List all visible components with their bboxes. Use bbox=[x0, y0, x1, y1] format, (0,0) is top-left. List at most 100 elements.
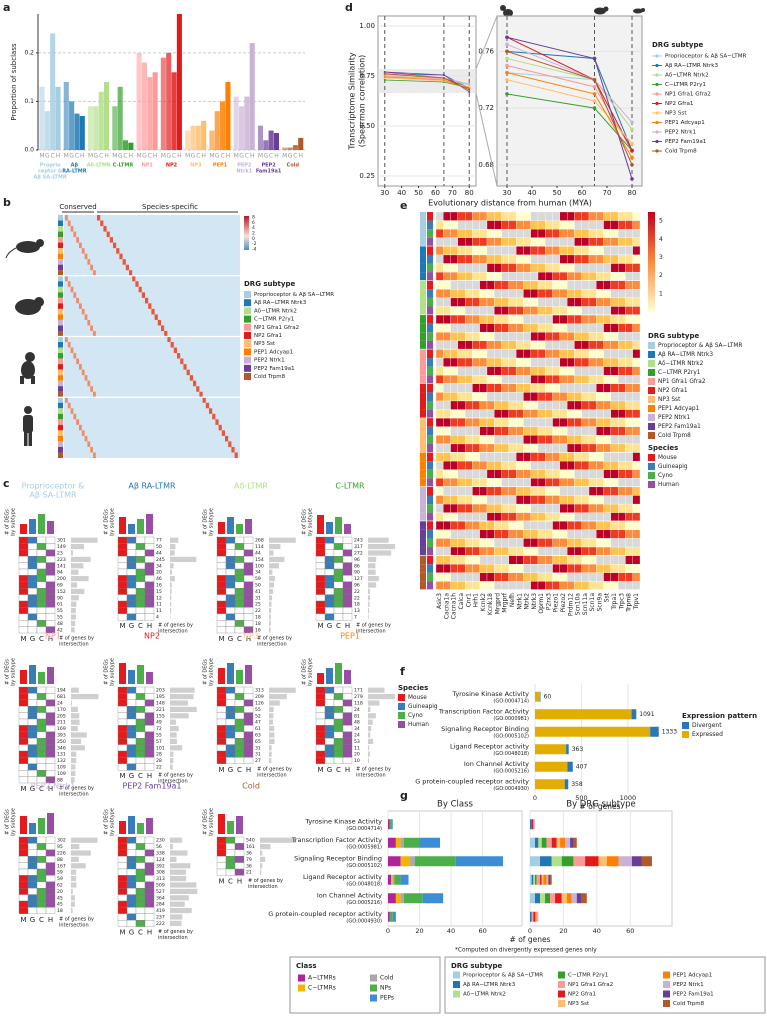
heatmap-cell bbox=[588, 383, 597, 393]
matrix-cell bbox=[225, 536, 236, 544]
matrix-cell bbox=[27, 600, 38, 608]
x-axis-title: intersection bbox=[158, 935, 188, 941]
heatmap-cell bbox=[545, 229, 553, 238]
heatmap-cell bbox=[443, 538, 451, 548]
count-label: 95 bbox=[57, 844, 63, 850]
count-label: 50 bbox=[255, 583, 261, 589]
matrix-cell bbox=[333, 686, 344, 694]
matrix-cell bbox=[144, 900, 155, 908]
bar bbox=[93, 106, 99, 150]
heatmap-cell bbox=[479, 383, 488, 393]
row-annotation bbox=[58, 369, 63, 376]
matrix-cell bbox=[36, 600, 47, 608]
heatmap-cell bbox=[450, 460, 459, 470]
x-tick-label: H bbox=[104, 153, 109, 160]
heatmap-cell bbox=[457, 564, 466, 573]
matrix-cell bbox=[234, 575, 245, 582]
heatmap-cell bbox=[581, 400, 590, 410]
matrix-cell bbox=[342, 613, 353, 621]
heatmap-cell bbox=[464, 521, 473, 531]
legend-swatch bbox=[370, 974, 377, 982]
bar bbox=[128, 142, 134, 150]
count-label: 681 bbox=[57, 694, 66, 700]
heatmap-cell bbox=[435, 332, 444, 342]
x-tick-label: M bbox=[119, 622, 125, 630]
row-annotation bbox=[427, 237, 433, 247]
heatmap-cell bbox=[523, 478, 531, 488]
scale-label: 4 bbox=[252, 225, 255, 231]
row-annotation bbox=[58, 380, 63, 387]
heatmap-cell bbox=[501, 400, 510, 410]
matrix-cell bbox=[36, 875, 47, 882]
bar bbox=[74, 113, 80, 150]
bar bbox=[220, 101, 226, 150]
heatmap-cell bbox=[486, 280, 495, 290]
count-bar bbox=[170, 544, 176, 550]
y-tick-label: 0.76 bbox=[478, 47, 494, 55]
heatmap-cell bbox=[515, 503, 524, 513]
heatmap-cell bbox=[186, 369, 190, 376]
deg-bar bbox=[236, 524, 243, 534]
matrix-cell bbox=[18, 620, 29, 627]
matrix-cell bbox=[117, 562, 128, 570]
matrix-cell bbox=[45, 562, 56, 570]
heatmap-cell bbox=[603, 357, 612, 367]
heatmap-cell bbox=[435, 263, 444, 273]
heatmap-cell bbox=[632, 237, 641, 247]
category-label: Tyrosine Kinase Activity bbox=[451, 690, 529, 698]
heatmap-cell bbox=[65, 275, 68, 282]
count-bar bbox=[71, 738, 82, 744]
gene-label: Prdm12 bbox=[567, 593, 574, 616]
heatmap-cell bbox=[76, 358, 79, 365]
heatmap-cell bbox=[596, 460, 604, 470]
heatmap-cell bbox=[450, 452, 459, 462]
heatmap-cell bbox=[435, 392, 444, 402]
count-bar bbox=[170, 719, 176, 725]
heatmap-cell bbox=[508, 366, 517, 376]
heatmap-cell bbox=[574, 237, 582, 247]
heatmap-cell bbox=[574, 366, 582, 376]
heatmap-cell bbox=[486, 426, 495, 436]
matrix-cell bbox=[126, 856, 137, 863]
bar-segment bbox=[388, 856, 401, 867]
matrix-cell bbox=[27, 575, 38, 582]
bar-segment bbox=[530, 874, 532, 885]
zoom-connector bbox=[475, 15, 498, 70]
x-tick-label: 40 bbox=[447, 927, 455, 935]
row-annotation bbox=[420, 418, 426, 427]
count-label: 237 bbox=[156, 915, 165, 921]
matrix-cell bbox=[234, 712, 245, 720]
count-label: 55 bbox=[57, 615, 63, 621]
legend-label: PEP1 Adcyap1 bbox=[254, 349, 293, 355]
row-annotation bbox=[427, 495, 433, 505]
matrix-cell bbox=[117, 536, 128, 544]
heatmap-cell bbox=[537, 538, 546, 548]
x-tick-label: C bbox=[138, 622, 143, 630]
heatmap-cell bbox=[559, 555, 568, 565]
x-tick-label: M bbox=[234, 153, 239, 160]
legend-title: Class bbox=[296, 962, 317, 970]
legend-swatch bbox=[648, 351, 655, 358]
heatmap-cell bbox=[494, 469, 502, 479]
heatmap-cell bbox=[566, 383, 575, 393]
heatmap-cell bbox=[603, 246, 612, 256]
heatmap-cell bbox=[464, 469, 473, 479]
heatmap-cell bbox=[559, 529, 568, 539]
matrix-cell bbox=[45, 620, 56, 627]
heatmap-cell bbox=[523, 435, 531, 445]
count-label: 23 bbox=[57, 551, 63, 557]
heatmap-cell bbox=[545, 271, 553, 281]
y-axis-title: # of DEGs bbox=[104, 809, 110, 835]
heatmap-cell bbox=[515, 443, 524, 453]
heatmap-cell bbox=[566, 521, 575, 531]
heatmap-cell bbox=[537, 366, 546, 376]
heatmap-cell bbox=[435, 486, 444, 496]
count-label: 126 bbox=[255, 701, 264, 707]
heatmap-cell bbox=[596, 237, 604, 247]
matrix-cell bbox=[216, 562, 227, 570]
matrix-cell bbox=[135, 757, 146, 764]
heatmap-cell bbox=[632, 375, 641, 384]
row-annotation bbox=[420, 212, 426, 221]
heatmap-cell bbox=[464, 306, 473, 316]
matrix-cell bbox=[36, 894, 47, 902]
